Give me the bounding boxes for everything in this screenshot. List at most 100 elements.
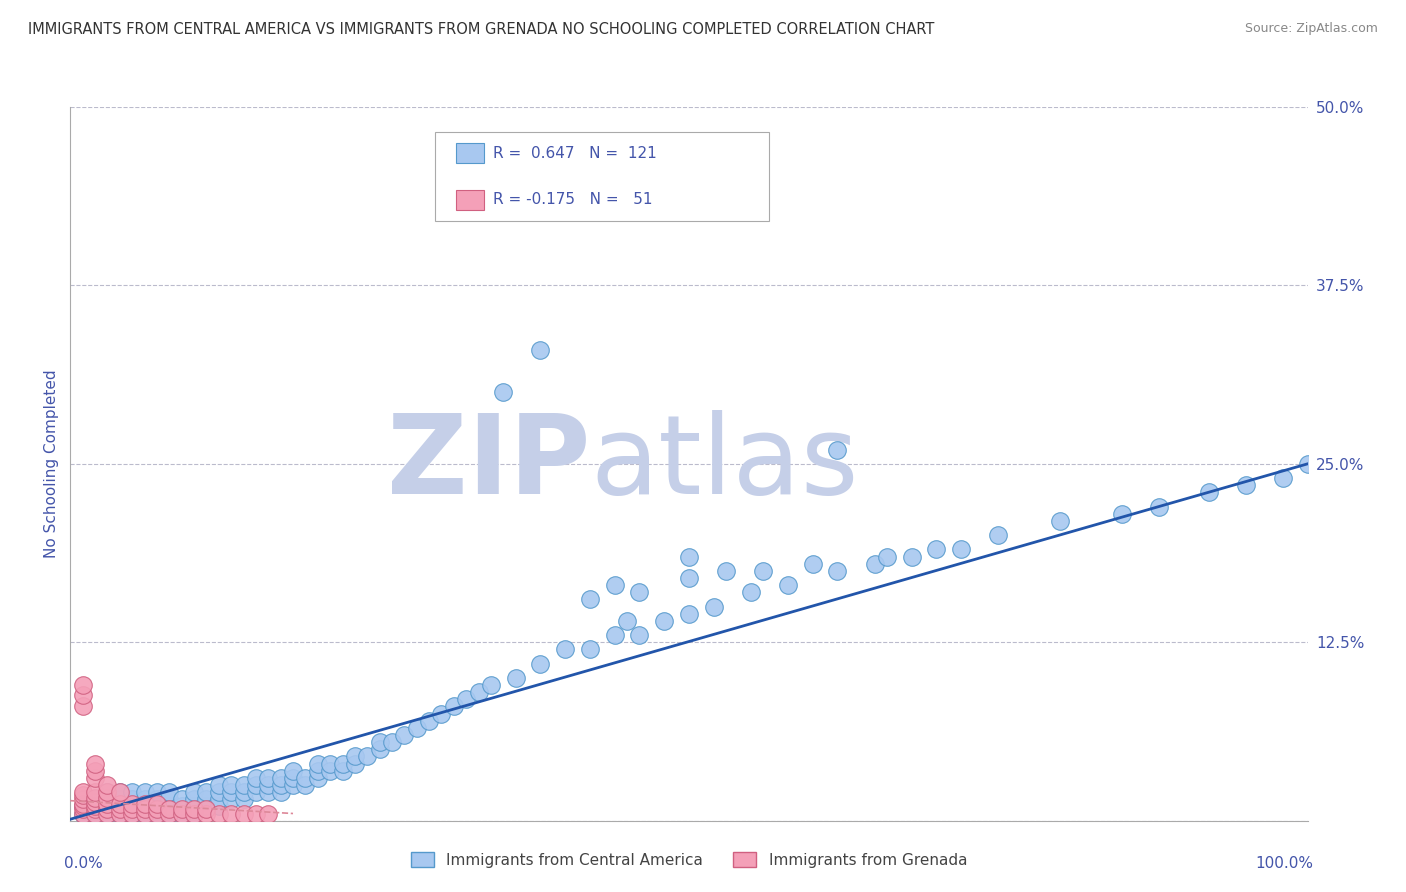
Y-axis label: No Schooling Completed: No Schooling Completed bbox=[44, 369, 59, 558]
Point bbox=[84, 785, 107, 799]
Point bbox=[319, 764, 342, 778]
Point bbox=[72, 785, 94, 799]
Point bbox=[134, 802, 156, 816]
Point bbox=[603, 578, 626, 592]
Point bbox=[146, 785, 169, 799]
Point bbox=[368, 735, 391, 749]
Point bbox=[134, 806, 156, 821]
Point bbox=[96, 802, 118, 816]
Point bbox=[343, 756, 366, 771]
Point bbox=[430, 706, 453, 721]
Point bbox=[121, 802, 143, 816]
Point bbox=[108, 802, 131, 816]
Point bbox=[134, 792, 156, 806]
Point bbox=[987, 528, 1010, 542]
Text: R =  0.647   N =  121: R = 0.647 N = 121 bbox=[494, 146, 657, 161]
Point bbox=[257, 785, 280, 799]
Point bbox=[418, 714, 440, 728]
Point bbox=[616, 614, 638, 628]
Point bbox=[84, 806, 107, 821]
Point bbox=[96, 792, 118, 806]
Point bbox=[603, 628, 626, 642]
Point bbox=[195, 785, 218, 799]
Point bbox=[195, 792, 218, 806]
Point bbox=[195, 802, 218, 816]
Point bbox=[170, 792, 193, 806]
Point bbox=[752, 564, 775, 578]
Point bbox=[72, 806, 94, 821]
Point bbox=[84, 764, 107, 778]
Point bbox=[121, 797, 143, 811]
Point bbox=[183, 806, 205, 821]
Point bbox=[281, 771, 304, 785]
Point bbox=[96, 797, 118, 811]
Point bbox=[84, 790, 107, 805]
Point bbox=[219, 785, 242, 799]
Point bbox=[108, 799, 131, 814]
Point bbox=[121, 792, 143, 806]
Point bbox=[134, 785, 156, 799]
Point bbox=[270, 785, 292, 799]
Point bbox=[307, 771, 329, 785]
Point bbox=[72, 688, 94, 702]
Point bbox=[208, 792, 231, 806]
Point bbox=[157, 799, 180, 814]
Point bbox=[72, 802, 94, 816]
Point bbox=[863, 557, 886, 571]
Text: 100.0%: 100.0% bbox=[1256, 856, 1313, 871]
Point bbox=[529, 343, 551, 357]
Point bbox=[96, 778, 118, 792]
Point bbox=[84, 792, 107, 806]
Point bbox=[628, 628, 651, 642]
FancyBboxPatch shape bbox=[457, 144, 484, 163]
Point bbox=[554, 642, 576, 657]
FancyBboxPatch shape bbox=[436, 132, 769, 221]
Point bbox=[108, 785, 131, 799]
Point bbox=[146, 806, 169, 821]
Point bbox=[96, 806, 118, 821]
Point bbox=[281, 778, 304, 792]
Point bbox=[740, 585, 762, 599]
Point bbox=[245, 771, 267, 785]
Point bbox=[652, 614, 675, 628]
Point bbox=[121, 785, 143, 799]
Point bbox=[257, 806, 280, 821]
Point bbox=[1271, 471, 1294, 485]
Point bbox=[84, 795, 107, 809]
Point bbox=[678, 607, 700, 621]
Point bbox=[356, 749, 378, 764]
Point bbox=[96, 790, 118, 805]
Point bbox=[232, 792, 254, 806]
Point bbox=[108, 792, 131, 806]
Point bbox=[703, 599, 725, 614]
Point bbox=[579, 592, 602, 607]
Point bbox=[529, 657, 551, 671]
Point bbox=[332, 764, 354, 778]
Point bbox=[108, 785, 131, 799]
Point bbox=[208, 806, 231, 821]
Point bbox=[827, 442, 849, 457]
Point bbox=[368, 742, 391, 756]
Point bbox=[678, 571, 700, 585]
Point bbox=[492, 385, 515, 400]
Point bbox=[479, 678, 502, 692]
Point bbox=[294, 771, 316, 785]
Point bbox=[208, 785, 231, 799]
Point bbox=[925, 542, 948, 557]
Point bbox=[827, 564, 849, 578]
Point bbox=[121, 806, 143, 821]
Point bbox=[219, 806, 242, 821]
Point bbox=[183, 799, 205, 814]
Point bbox=[157, 806, 180, 821]
Point bbox=[96, 806, 118, 821]
Point bbox=[146, 806, 169, 821]
Point bbox=[183, 785, 205, 799]
Point bbox=[628, 585, 651, 599]
Point bbox=[146, 799, 169, 814]
Text: IMMIGRANTS FROM CENTRAL AMERICA VS IMMIGRANTS FROM GRENADA NO SCHOOLING COMPLETE: IMMIGRANTS FROM CENTRAL AMERICA VS IMMIG… bbox=[28, 22, 935, 37]
Point bbox=[232, 778, 254, 792]
Point bbox=[257, 778, 280, 792]
Point bbox=[157, 806, 180, 821]
Point bbox=[121, 799, 143, 814]
Point bbox=[950, 542, 973, 557]
